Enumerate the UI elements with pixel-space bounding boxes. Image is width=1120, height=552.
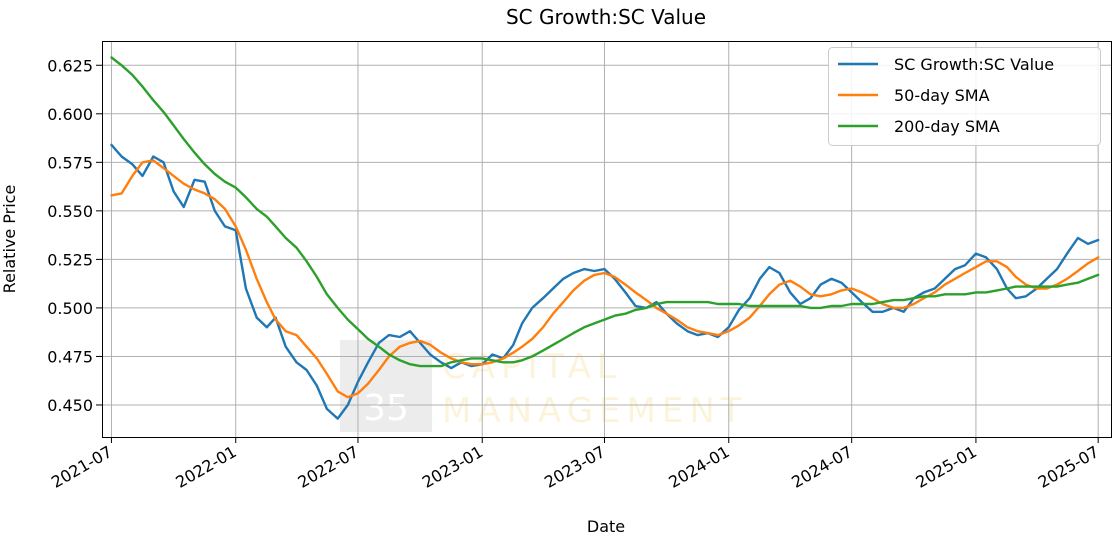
watermark-line1: CAPITAL bbox=[442, 347, 622, 387]
x-tick-label: 2022-01 bbox=[172, 442, 239, 492]
legend: SC Growth:SC Value 50-day SMA 200-day SMA bbox=[828, 47, 1101, 146]
y-axis-label: Relative Price bbox=[0, 185, 19, 294]
x-tick-label: 2025-07 bbox=[1035, 442, 1102, 492]
y-tick-label: 0.450 bbox=[47, 396, 93, 415]
x-tick-label: 2021-07 bbox=[48, 442, 115, 492]
series-line-2 bbox=[110, 56, 1100, 368]
plot-frame bbox=[102, 41, 1112, 438]
x-tick-label: 2024-07 bbox=[788, 442, 855, 492]
x-tick-label: 2025-01 bbox=[913, 442, 980, 492]
x-tick-label: 2022-07 bbox=[295, 442, 362, 492]
watermark: 35 CAPITAL MANAGEMENT bbox=[340, 340, 748, 432]
y-tick-label: 0.550 bbox=[47, 202, 93, 221]
series-lines bbox=[110, 56, 1100, 420]
y-tick-label: 0.500 bbox=[47, 299, 93, 318]
x-tick-label: 2024-01 bbox=[665, 442, 732, 492]
y-tick-label: 0.575 bbox=[47, 153, 93, 172]
y-axis: 0.450 0.475 0.500 0.525 0.550 0.575 0.600 0.625 bbox=[47, 56, 102, 415]
y-tick-label: 0.475 bbox=[47, 347, 93, 366]
watermark-line2: MANAGEMENT bbox=[442, 391, 748, 431]
x-axis: 2021-07 2022-01 2022-07 2023-01 2023-07 2024-… bbox=[48, 437, 1102, 492]
watermark-logo-text: 35 bbox=[363, 388, 409, 429]
y-tick-label: 0.600 bbox=[47, 105, 93, 124]
x-tick-label: 2023-07 bbox=[541, 442, 608, 492]
legend-label: SC Growth:SC Value bbox=[894, 55, 1054, 74]
y-tick-label: 0.525 bbox=[47, 250, 93, 269]
chart-title: SC Growth:SC Value bbox=[506, 5, 706, 29]
x-tick-label: 2023-01 bbox=[419, 442, 486, 492]
y-tick-label: 0.625 bbox=[47, 56, 93, 75]
series-line-1 bbox=[110, 159, 1100, 399]
legend-box bbox=[828, 47, 1101, 146]
legend-label: 200-day SMA bbox=[894, 117, 1000, 136]
legend-label: 50-day SMA bbox=[894, 86, 990, 105]
x-axis-label: Date bbox=[587, 517, 625, 536]
